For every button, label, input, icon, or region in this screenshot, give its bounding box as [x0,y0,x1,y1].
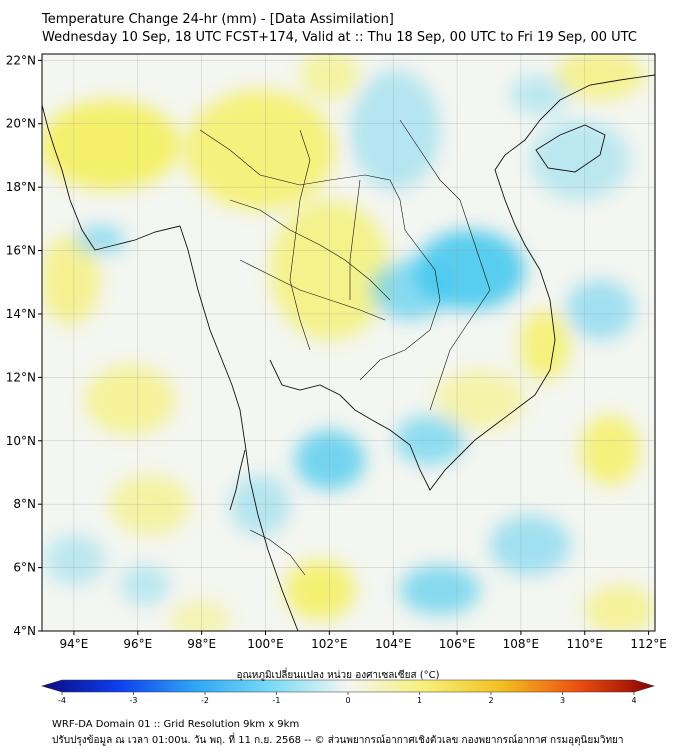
map-subtitle: Wednesday 10 Sep, 18 UTC FCST+174, Valid… [42,30,637,45]
lon-tick-label: 112°E [630,637,667,651]
longitude-axis: 94°E 96°E 98°E 100°E 102°E 104°E 106°E 108°E 110… [59,631,667,651]
colorbar-tick-label: -4 [58,696,66,705]
lat-tick-label: 20°N [6,117,36,131]
colorbar-tick-label: 4 [631,696,636,705]
latitude-axis: 22°N 20°N 18°N 16°N 14°N 12°N 10°N 8°N 6°N 4°N [6,53,42,638]
colorbar-ticks: -4 -3 -2 -1 0 1 2 3 4 [58,692,637,705]
admin-borders [199,119,491,576]
map-title: Temperature Change 24-hr (mm) - [Data As… [42,12,394,27]
colorbar-tick-label: 3 [560,696,565,705]
gridlines [42,54,655,631]
coastlines [42,74,655,631]
lat-tick-label: 14°N [6,307,36,321]
colorbar-tick-label: -3 [130,696,138,705]
lat-tick-label: 22°N [6,53,36,67]
lon-tick-label: 110°E [567,637,604,651]
lon-tick-label: 108°E [503,637,540,651]
lon-tick-label: 94°E [59,637,88,651]
lon-tick-label: 104°E [375,637,412,651]
colorbar-tick-label: 1 [417,696,422,705]
lat-tick-label: 4°N [13,624,36,638]
lat-tick-label: 8°N [13,497,36,511]
lat-tick-label: 18°N [6,180,36,194]
lon-tick-label: 100°E [247,637,284,651]
lon-tick-label: 102°E [311,637,348,651]
colorbar-tick-label: 2 [488,696,493,705]
colorbar-tick-label: 0 [345,696,350,705]
colorbar-tick-label: -1 [273,696,281,705]
lat-tick-label: 16°N [6,244,36,258]
colorbar: -4 -3 -2 -1 0 1 2 3 4 [40,679,656,705]
lon-tick-label: 106°E [439,637,476,651]
lon-tick-label: 98°E [187,637,216,651]
lat-tick-label: 10°N [6,434,36,448]
lat-tick-label: 6°N [13,561,36,575]
colorbar-title: อุณหภูมิเปลี่ยนแปลง หน่วย องศาเซลเซียส (… [236,670,440,681]
lon-tick-label: 96°E [123,637,152,651]
colorbar-tick-label: -2 [201,696,209,705]
temperature-field [42,54,655,631]
footer-credit: ปรับปรุงข้อมูล ณ เวลา 01:00น. วัน พฤ. ที… [52,735,624,746]
footer-model-info: WRF-DA Domain 01 :: Grid Resolution 9km … [52,719,300,730]
map-frame [41,53,656,632]
lat-tick-label: 12°N [6,370,36,384]
